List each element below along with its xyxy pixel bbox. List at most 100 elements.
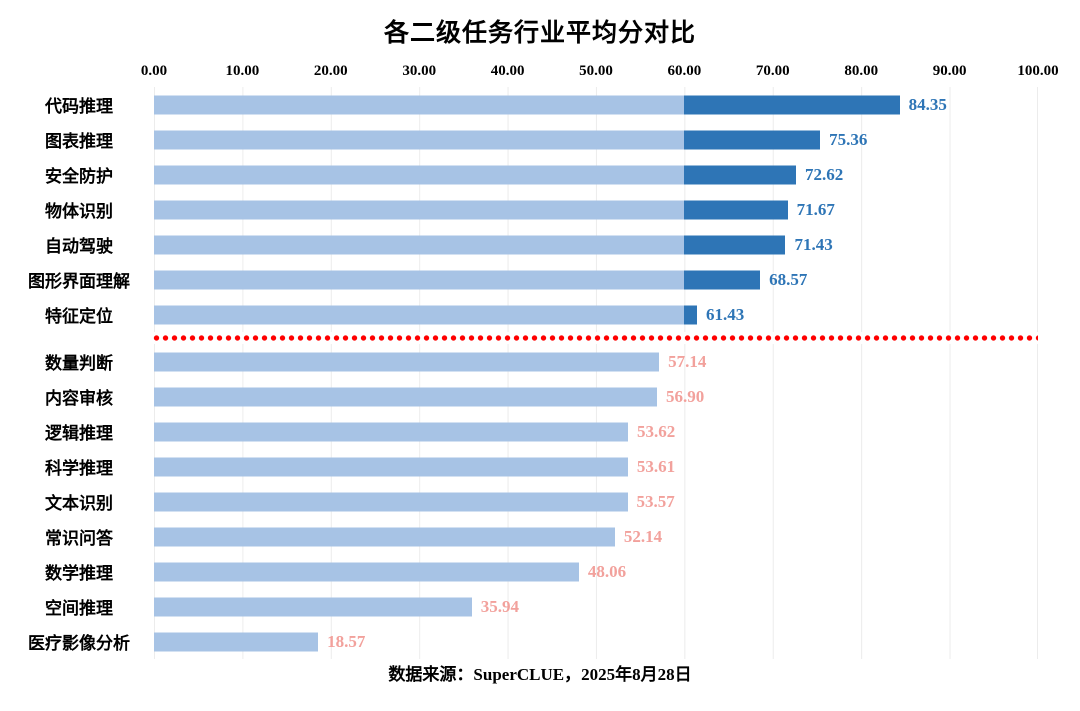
bar-row: 空间推理 35.94 xyxy=(4,589,1038,624)
bar-row: 数量判断 57.14 xyxy=(4,344,1038,379)
value-label: 53.61 xyxy=(636,456,676,476)
category-label: 物体识别 xyxy=(45,202,113,221)
bar-track: 35.94 xyxy=(154,589,1038,624)
chart-body: 0.00 10.00 20.00 30.00 40.00 50.00 60.00 70.00 8… xyxy=(0,63,1080,659)
bar xyxy=(154,422,628,441)
value-label: 35.94 xyxy=(480,596,519,616)
bar-row: 特征定位 61.43 xyxy=(4,297,1038,332)
x-axis-tick-label: 100.00 xyxy=(1017,63,1059,79)
bar-track: 72.62 xyxy=(154,157,1038,192)
bar-track: 57.14 xyxy=(154,344,1038,379)
value-label: 71.67 xyxy=(796,199,835,219)
x-axis-tick-label: 10.00 xyxy=(225,63,260,79)
category-label: 科学推理 xyxy=(45,459,113,478)
bar xyxy=(154,457,628,476)
value-label: 18.57 xyxy=(327,631,366,651)
x-axis: 0.00 10.00 20.00 30.00 40.00 50.00 60.00 70.00 8… xyxy=(4,63,1059,87)
bar xyxy=(154,562,579,581)
bar-row: 图形界面理解 68.57 xyxy=(4,262,1038,297)
bar xyxy=(154,597,472,616)
bar-above-threshold-segment xyxy=(684,270,761,289)
bar-track: 48.06 xyxy=(154,554,1038,589)
value-label: 84.35 xyxy=(908,94,947,114)
bar-track: 52.14 xyxy=(154,519,1038,554)
bar xyxy=(154,527,615,546)
category-label: 自动驾驶 xyxy=(45,237,113,256)
axis-label-spacer xyxy=(4,63,154,87)
bar-row: 文本识别 53.57 xyxy=(4,484,1038,519)
bars-area: 代码推理 84.35 图表推理 75.36 安全防护 72.62 物体识别 71.67 自动驾驶… xyxy=(4,87,1038,659)
x-axis-tick-label: 70.00 xyxy=(755,63,790,79)
value-label: 48.06 xyxy=(587,561,627,581)
x-axis-tick-label: 0.00 xyxy=(140,63,168,79)
category-label: 内容审核 xyxy=(45,389,113,408)
value-label: 56.90 xyxy=(665,386,705,406)
x-axis-tick-label: 30.00 xyxy=(402,63,437,79)
category-label: 特征定位 xyxy=(45,307,113,326)
value-label: 53.62 xyxy=(637,421,676,441)
bar-track: 56.90 xyxy=(154,379,1038,414)
category-label: 文本识别 xyxy=(45,494,113,513)
value-label: 53.57 xyxy=(636,491,675,511)
category-label: 空间推理 xyxy=(45,599,113,618)
bar-track: 53.57 xyxy=(154,484,1038,519)
value-label: 52.14 xyxy=(623,526,663,546)
bar-row: 安全防护 72.62 xyxy=(4,157,1038,192)
bar-above-threshold-segment xyxy=(684,235,786,254)
bar-track: 18.57 xyxy=(154,624,1038,659)
bar-above-threshold-segment xyxy=(684,95,900,114)
data-source-caption: 数据来源：SuperCLUE，2025年8月28日 xyxy=(388,665,692,684)
bar xyxy=(154,632,319,651)
category-label: 图形界面理解 xyxy=(28,272,130,291)
category-label: 图表推理 xyxy=(45,132,113,151)
value-label: 71.43 xyxy=(794,234,833,254)
category-label: 数学推理 xyxy=(45,564,113,583)
category-label: 常识问答 xyxy=(45,529,113,548)
category-label: 逻辑推理 xyxy=(45,424,113,443)
bar xyxy=(154,305,698,324)
category-label: 数量判断 xyxy=(45,354,113,373)
bar xyxy=(154,492,628,511)
category-label: 医疗影像分析 xyxy=(28,634,130,653)
value-label: 57.14 xyxy=(668,351,707,371)
bar-row: 物体识别 71.67 xyxy=(4,192,1038,227)
category-label: 代码推理 xyxy=(45,97,113,116)
bar-above-threshold-segment xyxy=(684,130,821,149)
bar-track: 68.57 xyxy=(154,262,1038,297)
bar-track: 71.43 xyxy=(154,227,1038,262)
x-axis-ticks: 0.00 10.00 20.00 30.00 40.00 50.00 60.00 70.00 8… xyxy=(141,63,1059,87)
value-label: 61.43 xyxy=(706,304,745,324)
bar-above-threshold-segment xyxy=(684,200,788,219)
bar-row: 科学推理 53.61 xyxy=(4,449,1038,484)
bar-row: 数学推理 48.06 xyxy=(4,554,1038,589)
x-axis-tick-label: 40.00 xyxy=(490,63,525,79)
bar-row: 自动驾驶 71.43 xyxy=(4,227,1038,262)
bar-above-threshold-segment xyxy=(684,165,796,184)
bar-row: 常识问答 52.14 xyxy=(4,519,1038,554)
bar-track: 75.36 xyxy=(154,122,1038,157)
bar-track: 61.43 xyxy=(154,297,1038,332)
bar-row: 内容审核 56.90 xyxy=(4,379,1038,414)
bar xyxy=(154,235,786,254)
bar-track: 53.61 xyxy=(154,449,1038,484)
x-axis-tick-label: 90.00 xyxy=(932,63,967,79)
bar-track: 84.35 xyxy=(154,87,1038,122)
value-label: 68.57 xyxy=(769,269,808,289)
x-axis-tick-label: 20.00 xyxy=(313,63,348,79)
bar-row: 图表推理 75.36 xyxy=(4,122,1038,157)
bar xyxy=(154,387,657,406)
bar xyxy=(154,200,788,219)
bar-track: 53.62 xyxy=(154,414,1038,449)
value-label: 75.36 xyxy=(829,129,868,149)
bar-row: 医疗影像分析 18.57 xyxy=(4,624,1038,659)
bar xyxy=(154,165,796,184)
x-axis-tick-label: 80.00 xyxy=(844,63,879,79)
chart-title: 各二级任务行业平均分对比 xyxy=(383,20,696,47)
threshold-divider-dotted-line xyxy=(152,332,1038,344)
category-label: 安全防护 xyxy=(45,167,113,186)
x-axis-tick-label: 60.00 xyxy=(667,63,702,79)
bar xyxy=(154,352,660,371)
bar xyxy=(154,130,821,149)
bar-row: 代码推理 84.35 xyxy=(4,87,1038,122)
